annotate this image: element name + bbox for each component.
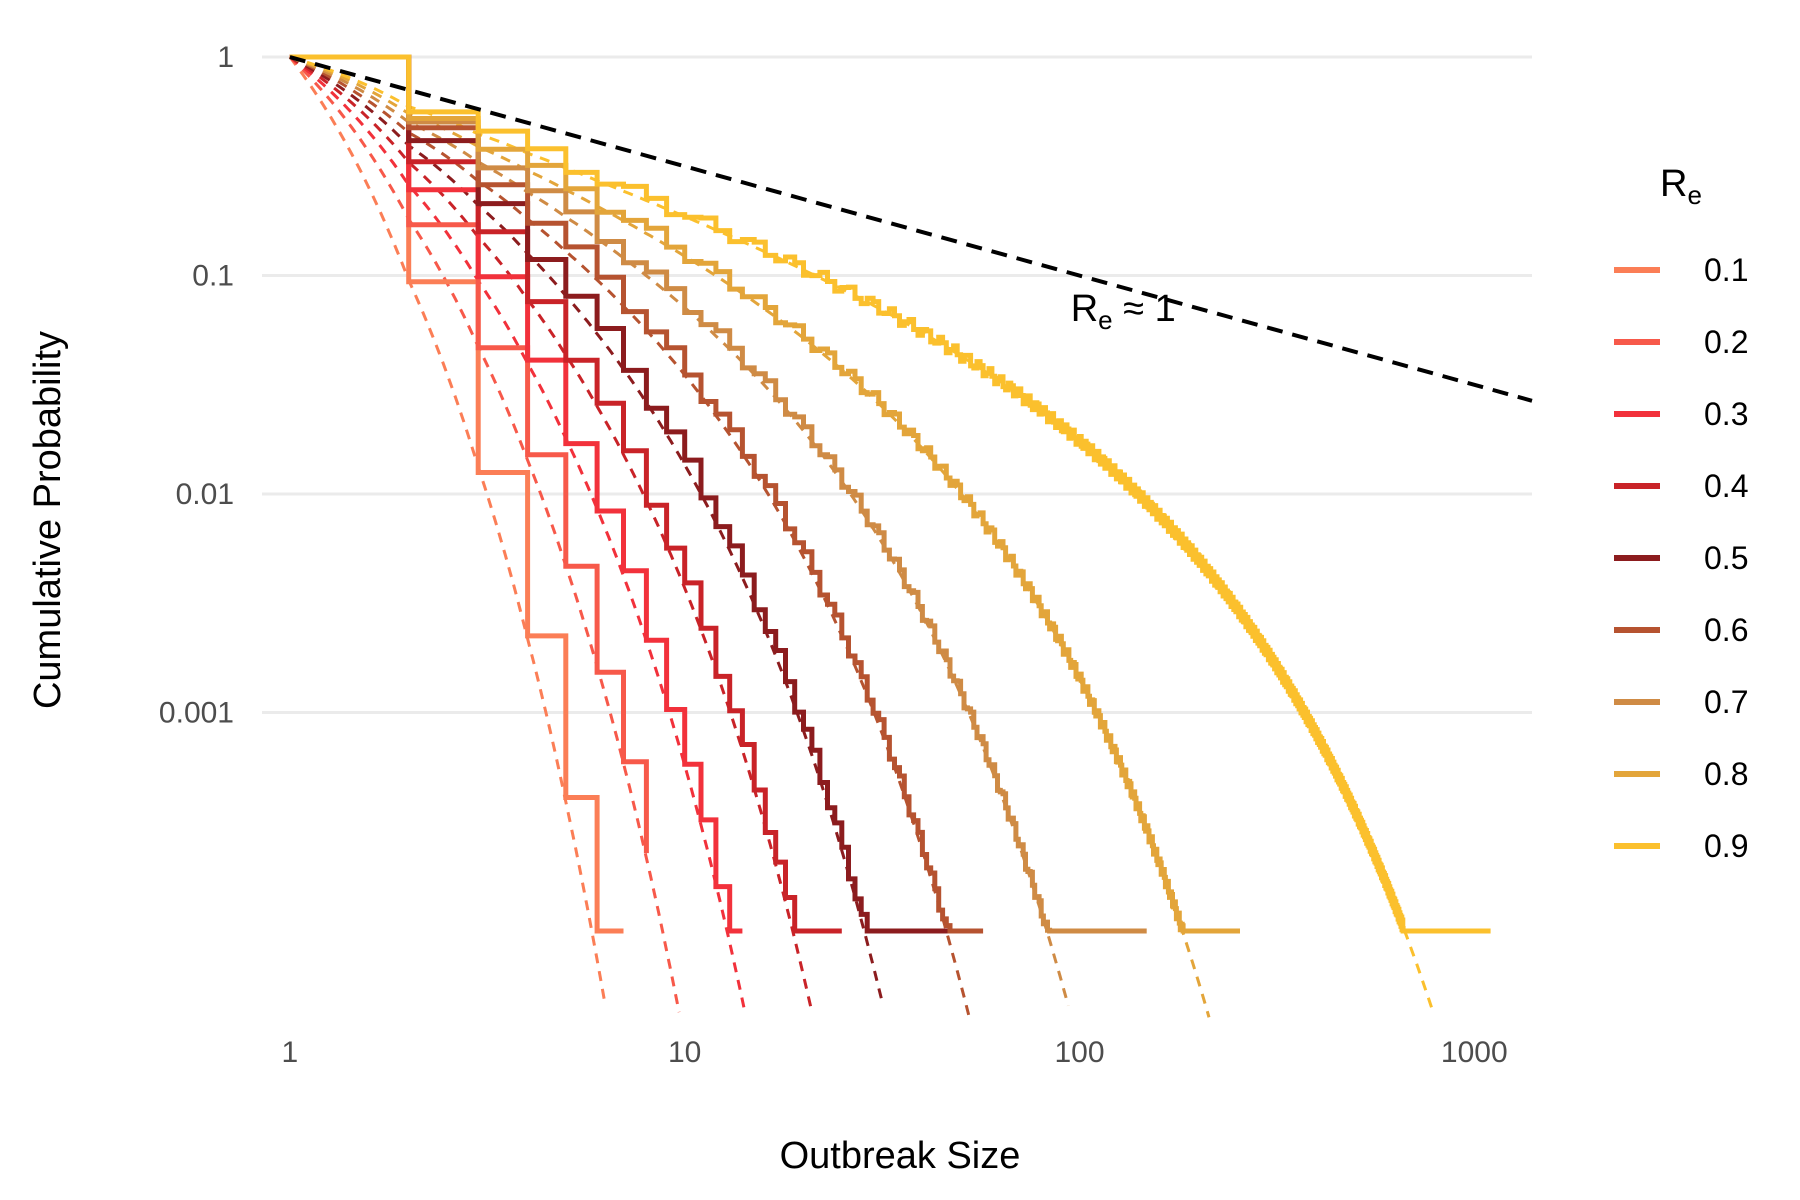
fit-curve-0.1 (288, 56, 606, 1002)
y-tick-label: 0.01 (176, 478, 234, 511)
step-curve-0.1 (289, 54, 624, 934)
legend-label-0.7: 0.7 (1704, 684, 1748, 720)
step-curve-0.6 (289, 54, 984, 934)
x-axis-title: Outbreak Size (780, 1135, 1021, 1177)
y-tick-label: 0.1 (192, 260, 234, 293)
step-curve-0.3 (289, 54, 743, 934)
annotation-rest: ≈ 1 (1113, 288, 1176, 330)
fit-curve-0.8 (289, 55, 1211, 1018)
x-tick-label: 10 (668, 1036, 701, 1069)
legend-title: Re (1660, 163, 1702, 210)
legend-items: 0.1 0.2 0.3 0.4 0.5 0.6 0.7 0.8 0.9 (1614, 252, 1748, 864)
legend-label-0.9: 0.9 (1704, 828, 1748, 864)
legend-title-main: R (1660, 163, 1687, 205)
reference-line-annotation: Re ≈ 1 (1071, 288, 1176, 335)
fit-curve-0.3 (288, 55, 747, 1015)
legend: Re 0.1 0.2 0.3 0.4 0.5 0.6 0.7 0.8 0.9 (1614, 163, 1748, 864)
y-axis-title: Cumulative Probability (27, 331, 69, 709)
fit-curve-0.6 (289, 55, 971, 1017)
grid-lines (262, 55, 1532, 715)
reference-line-group (289, 55, 1533, 403)
legend-label-0.3: 0.3 (1704, 396, 1748, 432)
step-curve-0.2 (289, 54, 649, 854)
fit-curve-0.2 (288, 55, 681, 1013)
legend-label-0.5: 0.5 (1704, 540, 1748, 576)
annotation-sub: e (1098, 305, 1112, 335)
fit-curve-0.9 (289, 55, 1435, 1012)
step-curve-0.9 (289, 54, 1491, 934)
step-curve-0.7 (289, 54, 1147, 934)
fit-curve-0.5 (289, 55, 884, 1002)
x-tick-label: 1000 (1441, 1036, 1508, 1069)
legend-label-0.2: 0.2 (1704, 324, 1748, 360)
reference-line (289, 55, 1533, 403)
step-curve-0.4 (289, 54, 842, 934)
fit-curve-0.4 (289, 55, 814, 1011)
legend-label-0.1: 0.1 (1704, 252, 1748, 288)
annotation-main: R (1071, 288, 1098, 330)
axis-tick-labels: 1 0.1 0.01 0.001 1 10 100 1000 (159, 41, 1508, 1069)
x-tick-label: 100 (1054, 1036, 1104, 1069)
empirical-step-curves (289, 54, 1491, 934)
legend-label-0.8: 0.8 (1704, 756, 1748, 792)
x-tick-label: 1 (282, 1036, 299, 1069)
fitted-curves (288, 55, 1435, 1018)
step-curve-0.8 (289, 54, 1240, 934)
legend-label-0.4: 0.4 (1704, 468, 1748, 504)
legend-label-0.6: 0.6 (1704, 612, 1748, 648)
y-tick-label: 0.001 (159, 697, 234, 730)
legend-title-sub: e (1687, 180, 1701, 210)
y-tick-label: 1 (217, 41, 234, 74)
step-curve-0.5 (289, 54, 964, 934)
